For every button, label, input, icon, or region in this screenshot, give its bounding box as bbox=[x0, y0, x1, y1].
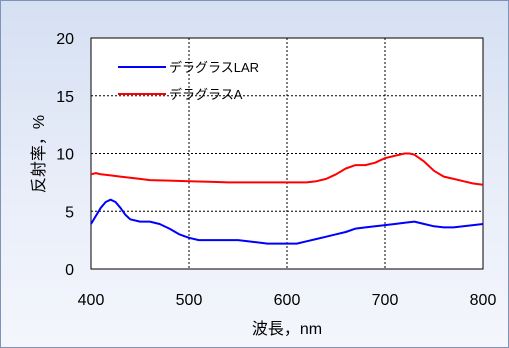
y-tick-label: 0 bbox=[65, 262, 74, 279]
x-tick-label: 700 bbox=[372, 292, 399, 309]
x-axis-label: 波長，nm bbox=[252, 320, 322, 338]
grid-lines bbox=[91, 38, 483, 269]
legend-label-lar: デラグラスLAR bbox=[169, 60, 259, 75]
y-tick-label: 5 bbox=[65, 204, 74, 221]
series-layer bbox=[90, 152, 484, 245]
legend: デラグラスLAR デラグラスA bbox=[118, 60, 259, 102]
tick-labels: 400 500 600 700 800 0 5 10 15 20 bbox=[56, 31, 496, 309]
series-line-1 bbox=[90, 152, 484, 186]
x-tick-label: 600 bbox=[274, 292, 301, 309]
y-tick-label: 20 bbox=[56, 31, 74, 48]
legend-label-a: デラグラスA bbox=[169, 87, 243, 102]
x-tick-label: 500 bbox=[176, 292, 203, 309]
y-axis-label: 反射率，% bbox=[30, 115, 48, 193]
y-tick-label: 15 bbox=[56, 89, 74, 106]
x-tick-label: 800 bbox=[470, 292, 497, 309]
series-line-0 bbox=[90, 198, 484, 245]
x-tick-label: 400 bbox=[78, 292, 105, 309]
y-tick-label: 10 bbox=[56, 147, 74, 164]
